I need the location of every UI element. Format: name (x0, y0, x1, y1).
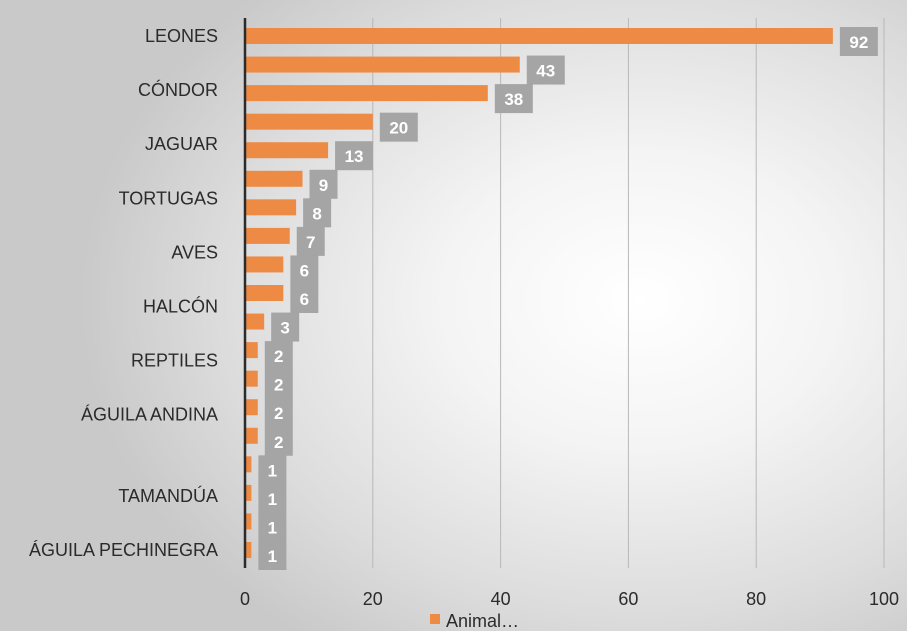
legend: Animal… (430, 611, 519, 631)
data-label-box (839, 27, 878, 56)
data-label: 2 (274, 376, 283, 395)
data-label: 43 (536, 62, 555, 81)
x-tick-label: 60 (618, 589, 638, 609)
data-label: 1 (268, 490, 277, 509)
bar (245, 227, 290, 244)
data-label: 6 (300, 261, 309, 280)
data-label: 6 (300, 290, 309, 309)
category-label: HALCÓN (143, 296, 218, 317)
category-label: AVES (171, 242, 218, 262)
data-label: 2 (274, 347, 283, 366)
bar (245, 456, 252, 473)
bar (245, 513, 252, 530)
data-label-box (335, 141, 374, 171)
data-label-box (258, 541, 287, 570)
category-labels: LEONES CÓNDOR JAGUAR TORTUGAS AVES HALCÓN REPT… (29, 26, 218, 560)
x-tick-label: 40 (491, 589, 511, 609)
data-label: 1 (268, 547, 277, 566)
bar (245, 56, 520, 73)
bar (245, 370, 258, 387)
bar (245, 142, 329, 159)
bar (245, 85, 488, 102)
x-tick-labels: 0 20 40 60 80 100 (240, 589, 899, 609)
category-label: TORTUGAS (119, 188, 218, 208)
bar (245, 256, 284, 273)
category-label: JAGUAR (145, 134, 218, 154)
data-label-box (303, 198, 332, 228)
data-label-box (258, 483, 287, 513)
bars (245, 28, 833, 558)
data-label-box (264, 398, 293, 428)
legend-label: Animal… (446, 611, 519, 631)
x-tick-label: 0 (240, 589, 250, 609)
category-label: TAMANDÚA (118, 485, 218, 506)
bar (245, 399, 258, 416)
x-tick-label: 20 (363, 589, 383, 609)
data-label: 92 (849, 33, 868, 52)
bar (245, 484, 252, 501)
data-label-box (494, 84, 533, 114)
data-label: 2 (274, 404, 283, 423)
category-label: ÁGUILA PECHINEGRA (29, 540, 218, 560)
x-tick-label: 100 (869, 589, 899, 609)
data-label-box (290, 284, 319, 313)
data-label: 9 (319, 176, 328, 195)
category-label: CÓNDOR (138, 79, 218, 100)
bar (245, 427, 258, 444)
data-label-box (264, 341, 293, 371)
data-label-box (296, 226, 325, 256)
data-label-box (264, 369, 293, 399)
data-label-box (258, 455, 287, 485)
data-label-box (264, 426, 293, 456)
data-label-box (526, 55, 565, 85)
bar (245, 313, 265, 330)
data-label: 3 (280, 319, 289, 338)
data-label-box (290, 255, 319, 285)
category-label: ÁGUILA ANDINA (81, 405, 218, 425)
x-tick-label: 80 (746, 589, 766, 609)
bar (245, 28, 833, 44)
data-label-box (258, 512, 287, 542)
data-label-box (309, 169, 338, 199)
data-label: 7 (306, 233, 315, 252)
bar (245, 285, 284, 301)
bar (245, 170, 303, 187)
data-label: 2 (274, 433, 283, 452)
data-label-box (271, 312, 300, 342)
data-label: 1 (268, 461, 277, 480)
data-label-box (379, 112, 418, 142)
data-label: 8 (312, 204, 321, 223)
category-label: LEONES (145, 26, 218, 46)
bar (245, 113, 373, 130)
bar (245, 342, 258, 359)
bar (245, 542, 252, 558)
category-label: REPTILES (131, 351, 218, 371)
data-label: 20 (389, 119, 408, 138)
data-label: 13 (345, 147, 364, 166)
data-label: 1 (268, 518, 277, 537)
legend-swatch (430, 614, 440, 624)
bar (245, 199, 297, 216)
data-label: 38 (504, 90, 523, 109)
